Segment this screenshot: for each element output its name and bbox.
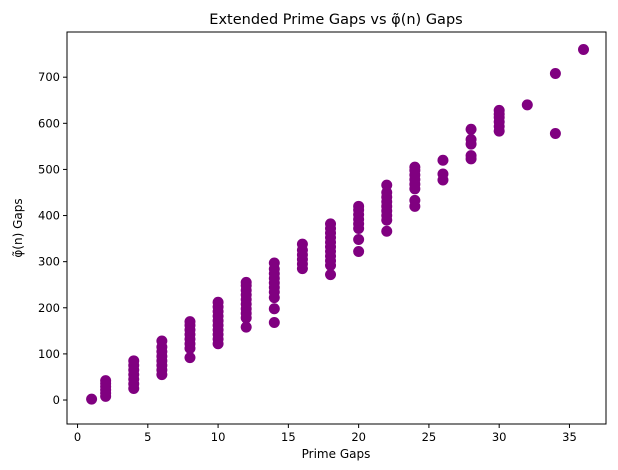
x-tick-label: 20 <box>351 430 366 444</box>
x-tick-label: 5 <box>144 430 151 444</box>
data-point <box>86 393 98 405</box>
x-axis-label: Prime Gaps <box>302 447 371 461</box>
data-point <box>268 257 280 269</box>
data-point <box>493 104 505 116</box>
data-point <box>128 355 140 367</box>
y-axis-ticks: 0 100 200 300 400 500 600 700 <box>38 70 67 407</box>
data-point <box>381 225 393 237</box>
x-tick-label: 30 <box>492 430 507 444</box>
y-tick-label: 200 <box>38 301 60 315</box>
x-tick-label: 10 <box>211 430 226 444</box>
data-point <box>437 168 449 180</box>
data-point <box>325 218 337 230</box>
data-point <box>184 316 196 328</box>
y-tick-label: 300 <box>38 255 60 269</box>
data-point <box>409 161 421 173</box>
data-point <box>465 133 477 145</box>
x-tick-label: 35 <box>562 430 577 444</box>
data-point <box>325 269 337 281</box>
data-point <box>268 303 280 315</box>
y-axis-label: φ̃(n) Gaps <box>11 198 25 257</box>
data-point <box>184 352 196 364</box>
data-point <box>578 44 590 56</box>
data-point <box>240 276 252 288</box>
data-points <box>86 44 590 405</box>
data-point <box>212 296 224 308</box>
y-tick-label: 0 <box>53 393 60 407</box>
data-point <box>381 179 393 191</box>
data-point <box>100 375 112 387</box>
data-point <box>465 123 477 135</box>
plot-frame <box>66 31 607 425</box>
x-axis-ticks: 0 5 10 15 20 25 30 35 <box>74 424 577 444</box>
y-tick-label: 100 <box>38 347 60 361</box>
data-point <box>549 68 561 80</box>
data-point <box>353 246 365 258</box>
x-tick-label: 15 <box>281 430 296 444</box>
data-point <box>240 321 252 333</box>
y-tick-label: 600 <box>38 116 60 130</box>
data-point <box>465 150 477 162</box>
data-point <box>156 335 168 347</box>
data-point <box>409 194 421 206</box>
data-point <box>549 127 561 139</box>
y-tick-label: 500 <box>38 162 60 176</box>
data-point <box>268 317 280 329</box>
data-point <box>437 154 449 166</box>
data-point <box>296 238 308 250</box>
data-point <box>521 99 533 111</box>
data-point <box>353 200 365 212</box>
chart-title: Extended Prime Gaps vs φ̃(n) Gaps <box>209 12 462 28</box>
data-point <box>353 234 365 246</box>
x-tick-label: 25 <box>422 430 437 444</box>
y-tick-label: 400 <box>38 209 60 223</box>
x-tick-label: 0 <box>74 430 81 444</box>
y-tick-label: 700 <box>38 70 60 84</box>
